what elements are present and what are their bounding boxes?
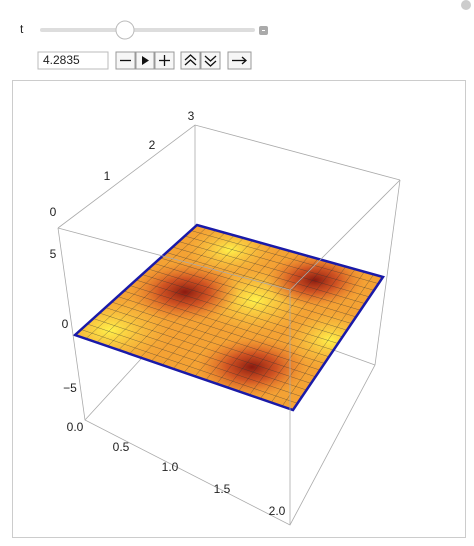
y-tick-label: 0	[62, 317, 69, 331]
z-tick-label: 1	[104, 169, 111, 183]
z-tick-label: 2	[149, 138, 156, 152]
mesh-line	[260, 269, 356, 399]
z-tick-label: 0	[50, 205, 57, 219]
mesh-line	[227, 261, 328, 388]
x-tick-label: 2.0	[269, 504, 286, 518]
y-tick-label: −5	[63, 381, 77, 395]
expand-icon	[262, 30, 265, 31]
slider-thumb[interactable]	[115, 20, 135, 40]
button-icons	[120, 54, 247, 67]
mesh-line	[194, 253, 300, 377]
mesh	[81, 227, 379, 407]
z-tick-label: 3	[188, 109, 195, 123]
x-tick-label: 0.5	[113, 440, 130, 454]
mesh-line	[142, 274, 343, 338]
x-tick-label: 1.5	[214, 482, 231, 496]
mesh-line	[154, 263, 352, 324]
bounding-box-front	[57, 179, 401, 526]
value-text: 4.2835	[43, 53, 80, 67]
mesh-line	[216, 258, 319, 384]
surface-border	[72, 223, 386, 412]
slider-label: t	[20, 22, 24, 36]
mesh-line	[205, 256, 309, 381]
y-tick-label: 5	[50, 247, 57, 261]
mesh-line	[184, 235, 375, 291]
mesh-line	[166, 252, 361, 311]
value-field[interactable]	[37, 51, 109, 70]
slider-track[interactable]	[40, 28, 255, 32]
surface	[72, 223, 386, 412]
mesh-line	[249, 266, 346, 396]
mesh-line	[172, 246, 366, 304]
x-tick-label: 1.0	[162, 460, 179, 474]
mesh-line	[183, 250, 291, 373]
mesh-line	[238, 263, 337, 392]
mesh-line	[148, 268, 348, 331]
x-tick-label: 0.0	[67, 420, 84, 434]
options-button[interactable]	[461, 0, 471, 10]
mesh-line	[160, 257, 357, 318]
mesh-line	[281, 274, 374, 407]
anim-buttons	[115, 51, 252, 70]
mesh-line	[190, 230, 379, 284]
mesh-line	[178, 241, 370, 298]
mesh-line	[270, 271, 365, 403]
play-icon	[142, 56, 149, 65]
